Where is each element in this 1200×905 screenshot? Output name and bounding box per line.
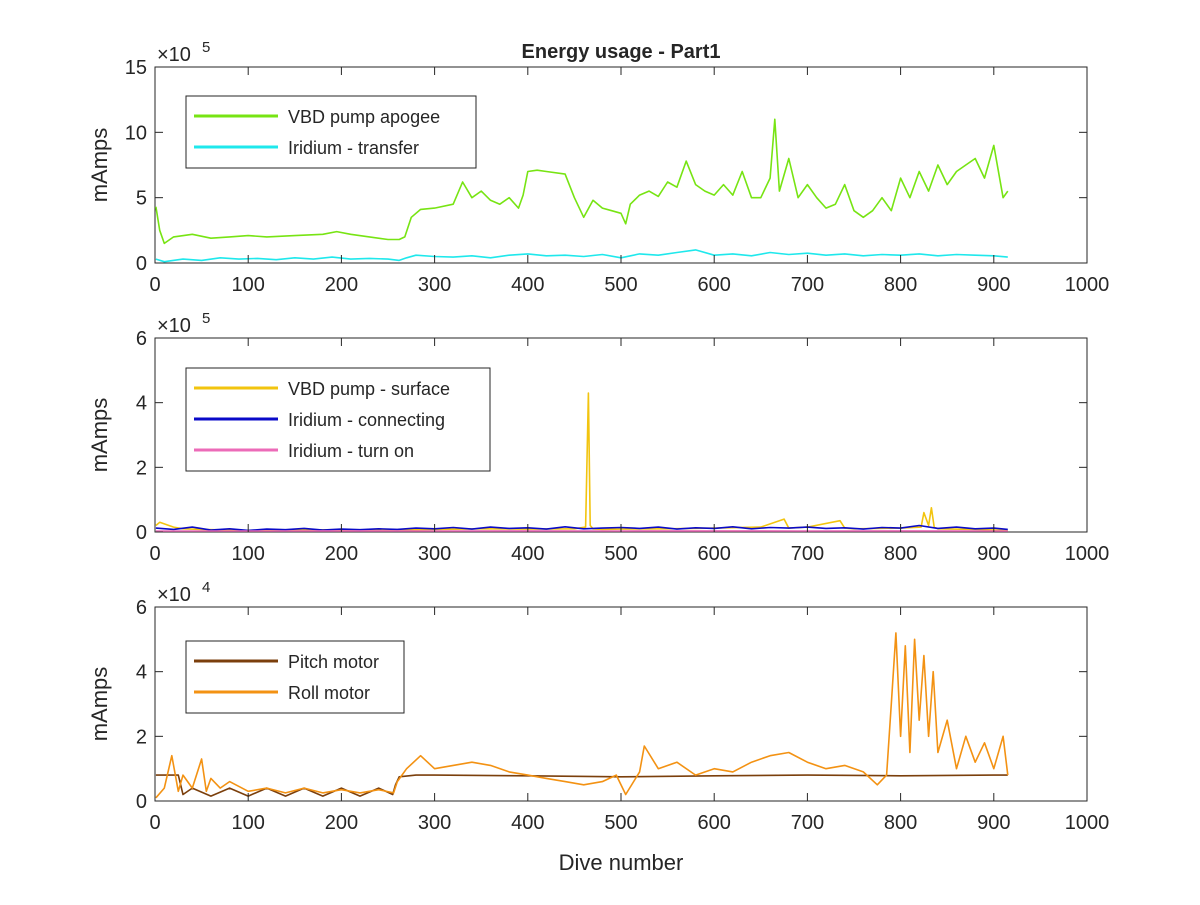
legend-entry: VBD pump - surface: [288, 379, 450, 399]
x-tick-label: 900: [977, 543, 1010, 565]
x-tick-label: 400: [511, 274, 544, 296]
axis-multiplier: ×10: [157, 584, 191, 606]
y-tick-label: 4: [136, 393, 147, 415]
subplot-1: 0 100 200 300 400 500 600 700 800 900 1000 0 5 10 15 ×1…: [87, 39, 1109, 296]
legend-entry: Roll motor: [288, 683, 370, 703]
x-tick-label: 200: [325, 812, 358, 834]
x-tick-label: 1000: [1065, 543, 1110, 565]
x-tick-label: 700: [791, 274, 824, 296]
x-tick-label: 0: [149, 543, 160, 565]
y-tick-label: 10: [125, 122, 147, 144]
x-tick-label: 600: [698, 274, 731, 296]
chart-title: Energy usage - Part1: [522, 41, 721, 63]
y-tick-label: 2: [136, 726, 147, 748]
x-tick-label: 200: [325, 274, 358, 296]
legend: Pitch motor Roll motor: [186, 641, 404, 713]
axis-exponent: 5: [202, 39, 210, 56]
axis-multiplier: ×10: [157, 44, 191, 66]
x-tick-label: 1000: [1065, 274, 1110, 296]
legend: VBD pump - surface Iridium - connecting Ir…: [186, 368, 490, 471]
subplot-2: 0 100 200 300 400 500 600 700 800 900 1000 0 2 4 6 ×10 5…: [87, 310, 1109, 565]
x-tick-label: 800: [884, 812, 917, 834]
legend-entry: Iridium - connecting: [288, 410, 445, 430]
x-tick-label: 800: [884, 543, 917, 565]
legend-entry: Iridium - transfer: [288, 138, 419, 158]
y-tick-label: 6: [136, 328, 147, 350]
x-tick-label: 100: [232, 274, 265, 296]
x-tick-label: 400: [511, 543, 544, 565]
y-tick-label: 4: [136, 662, 147, 684]
y-axis-label: mAmps: [87, 667, 112, 742]
x-tick-label: 300: [418, 812, 451, 834]
x-tick-label: 0: [149, 812, 160, 834]
x-tick-label: 500: [604, 543, 637, 565]
y-tick-label: 5: [136, 188, 147, 210]
x-tick-label: 100: [232, 543, 265, 565]
y-tick-label: 6: [136, 597, 147, 619]
x-tick-label: 700: [791, 812, 824, 834]
axis-exponent: 4: [202, 579, 210, 596]
y-tick-label: 0: [136, 791, 147, 813]
y-tick-label: 2: [136, 457, 147, 479]
x-tick-label: 400: [511, 812, 544, 834]
x-tick-label: 600: [698, 812, 731, 834]
y-tick-label: 15: [125, 57, 147, 79]
x-tick-label: 1000: [1065, 812, 1110, 834]
x-tick-label: 500: [604, 812, 637, 834]
x-tick-label: 100: [232, 812, 265, 834]
legend-entry: Iridium - turn on: [288, 441, 414, 461]
y-axis-label: mAmps: [87, 398, 112, 473]
x-tick-label: 900: [977, 812, 1010, 834]
x-tick-label: 500: [604, 274, 637, 296]
x-tick-label: 300: [418, 543, 451, 565]
x-tick-label: 800: [884, 274, 917, 296]
y-axis-label: mAmps: [87, 128, 112, 203]
x-tick-label: 300: [418, 274, 451, 296]
subplot-3: 0 100 200 300 400 500 600 700 800 900 1000 0 2 4 6 ×10 4…: [87, 579, 1109, 834]
x-tick-label: 700: [791, 543, 824, 565]
x-tick-label: 600: [698, 543, 731, 565]
x-tick-label: 0: [149, 274, 160, 296]
legend: VBD pump apogee Iridium - transfer: [186, 96, 476, 168]
y-tick-label: 0: [136, 253, 147, 275]
axis-multiplier: ×10: [157, 315, 191, 337]
x-axis-label: Dive number: [559, 850, 684, 875]
legend-entry: Pitch motor: [288, 652, 379, 672]
x-tick-label: 200: [325, 543, 358, 565]
legend-entry: VBD pump apogee: [288, 107, 440, 127]
axis-exponent: 5: [202, 310, 210, 327]
y-tick-label: 0: [136, 522, 147, 544]
x-tick-label: 900: [977, 274, 1010, 296]
